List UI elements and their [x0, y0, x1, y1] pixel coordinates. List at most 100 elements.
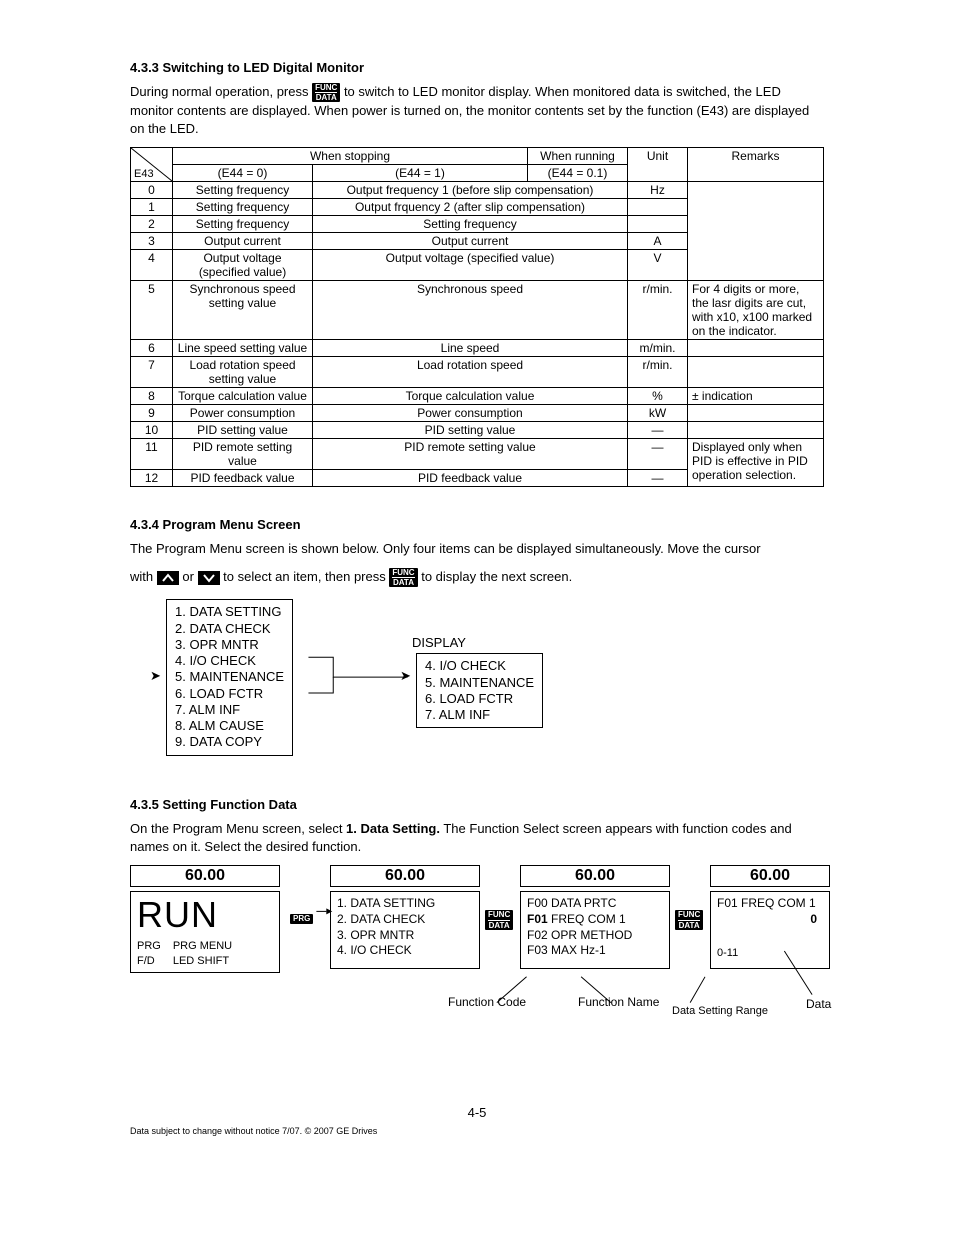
unit-cell: kW: [628, 405, 688, 422]
unit-cell: [628, 199, 688, 216]
led-value: 60.00: [520, 865, 670, 887]
screen-run: 60.00 RUN PRGF/D PRG MENULED SHIFT: [130, 865, 280, 972]
e43-cell: 3: [131, 233, 173, 250]
menu-item: 7. ALM INF: [425, 707, 534, 723]
led-monitor-table: E43 When stopping When running Unit Rema…: [130, 147, 824, 487]
running-merged: Synchronous speed: [313, 281, 628, 340]
unit-cell: m/min.: [628, 340, 688, 357]
led-value: 60.00: [330, 865, 480, 887]
led-value: 60.00: [710, 865, 830, 887]
lcd-line: 1. DATA SETTING: [337, 896, 473, 912]
lcd-line: 3. OPR MNTR: [337, 928, 473, 944]
remarks-cell: [688, 340, 824, 357]
stopping-e44-0: Setting frequency: [173, 182, 313, 199]
screen-function-select: 60.00 F00 DATA PRTCF01 FREQ COM 1F02 OPR…: [520, 865, 670, 969]
lcd-menu: 1. DATA SETTING2. DATA CHECK3. OPR MNTR4…: [330, 891, 480, 969]
th-running: When running: [528, 148, 628, 165]
arrow-icon: ➤: [150, 668, 161, 684]
stopping-e44-0: Line speed setting value: [173, 340, 313, 357]
stopping-e44-0: Torque calculation value: [173, 388, 313, 405]
remarks-cell: [688, 405, 824, 422]
th-remarks: Remarks: [688, 148, 824, 182]
text: On the Program Menu screen, select: [130, 821, 346, 836]
unit-cell: —: [628, 470, 688, 487]
unit-cell: A: [628, 233, 688, 250]
label: PRG: [137, 939, 161, 953]
remarks-cell: ± indication: [688, 388, 824, 405]
func-data-key: FUNCDATA: [312, 83, 340, 102]
remarks-cell: [688, 182, 824, 281]
para-435: On the Program Menu screen, select 1. Da…: [130, 820, 824, 855]
text: with: [130, 569, 157, 584]
unit-cell: —: [628, 439, 688, 470]
function-name: F01 FREQ COM 1: [717, 896, 823, 912]
screen-data-setting: 60.00 F01 FREQ COM 1 0 0-11: [710, 865, 830, 969]
unit-cell: Hz: [628, 182, 688, 199]
menu-item: 5. MAINTENANCE: [425, 675, 534, 691]
text-bold: 1. Data Setting.: [346, 821, 440, 836]
lcd-function-select: F00 DATA PRTCF01 FREQ COM 1F02 OPR METHO…: [520, 891, 670, 969]
stopping-e44-0: Power consumption: [173, 405, 313, 422]
e43-cell: 7: [131, 357, 173, 388]
unit-cell: —: [628, 422, 688, 439]
down-arrow-key: [198, 571, 220, 585]
running-merged: Output current: [313, 233, 628, 250]
e43-cell: 12: [131, 470, 173, 487]
menu-item: 1. DATA SETTING: [175, 604, 284, 620]
range: 0-11: [717, 946, 823, 960]
remarks-cell: [688, 357, 824, 388]
text: During normal operation, press: [130, 84, 312, 99]
menu-item: 8. ALM CAUSE: [175, 718, 284, 734]
callout-function-code: Function Code: [448, 995, 526, 1009]
running-merged: PID feedback value: [313, 470, 628, 487]
th-unit: Unit: [628, 148, 688, 182]
program-menu-diagram: ➤ 1. DATA SETTING2. DATA CHECK3. OPR MNT…: [130, 597, 824, 777]
stopping-e44-0: Output voltage (specified value): [173, 250, 313, 281]
text: or: [182, 569, 197, 584]
screen-menu: 60.00 1. DATA SETTING2. DATA CHECK3. OPR…: [330, 865, 480, 969]
para-434-1: The Program Menu screen is shown below. …: [130, 540, 824, 558]
running-merged: PID remote setting value: [313, 439, 628, 470]
th-e44-0: (E44 = 0): [173, 165, 313, 182]
menu-box-all: 1. DATA SETTING2. DATA CHECK3. OPR MNTR4…: [166, 599, 293, 755]
prg-key: PRG: [290, 914, 313, 924]
label: PRG MENU: [173, 939, 232, 953]
stopping-e44-0: Setting frequency: [173, 199, 313, 216]
running-merged: Output frquency 2 (after slip compensati…: [313, 199, 628, 216]
e43-cell: 6: [131, 340, 173, 357]
unit-cell: %: [628, 388, 688, 405]
callout-data: Data: [806, 997, 831, 1011]
running-merged: Output frequency 1 (before slip compensa…: [313, 182, 628, 199]
lcd-line: F02 OPR METHOD: [527, 928, 663, 944]
func-data-key: FUNCDATA: [389, 568, 417, 587]
stopping-e44-0: Synchronous speed setting value: [173, 281, 313, 340]
arrow-icon: ➤: [400, 668, 411, 684]
unit-cell: r/min.: [628, 281, 688, 340]
menu-item: 5. MAINTENANCE: [175, 669, 284, 685]
menu-item: 7. ALM INF: [175, 702, 284, 718]
footer-note: Data subject to change without notice 7/…: [130, 1126, 824, 1136]
e43-header: E43: [131, 148, 173, 182]
e43-cell: 9: [131, 405, 173, 422]
label: LED SHIFT: [173, 954, 232, 968]
para-434-2: with or to select an item, then press FU…: [130, 568, 824, 587]
menu-item: 9. DATA COPY: [175, 734, 284, 750]
menu-item: 6. LOAD FCTR: [425, 691, 534, 707]
stopping-e44-0: Load rotation speed setting value: [173, 357, 313, 388]
e43-cell: 11: [131, 439, 173, 470]
setting-flow-diagram: 60.00 RUN PRGF/D PRG MENULED SHIFT PRG 6…: [130, 865, 824, 1045]
th-stopping: When stopping: [173, 148, 528, 165]
menu-item: 4. I/O CHECK: [425, 658, 534, 674]
callout-function-name: Function Name: [578, 995, 659, 1009]
stopping-e44-0: Setting frequency: [173, 216, 313, 233]
stopping-e44-0: PID feedback value: [173, 470, 313, 487]
lcd-run: RUN PRGF/D PRG MENULED SHIFT: [130, 891, 280, 972]
heading-433: 4.3.3 Switching to LED Digital Monitor: [130, 60, 824, 75]
running-merged: Power consumption: [313, 405, 628, 422]
th-e44-1: (E44 = 1): [313, 165, 528, 182]
menu-item: 3. OPR MNTR: [175, 637, 284, 653]
th-e44-01: (E44 = 0.1): [528, 165, 628, 182]
label: F/D: [137, 954, 161, 968]
unit-cell: [628, 216, 688, 233]
running-merged: Torque calculation value: [313, 388, 628, 405]
